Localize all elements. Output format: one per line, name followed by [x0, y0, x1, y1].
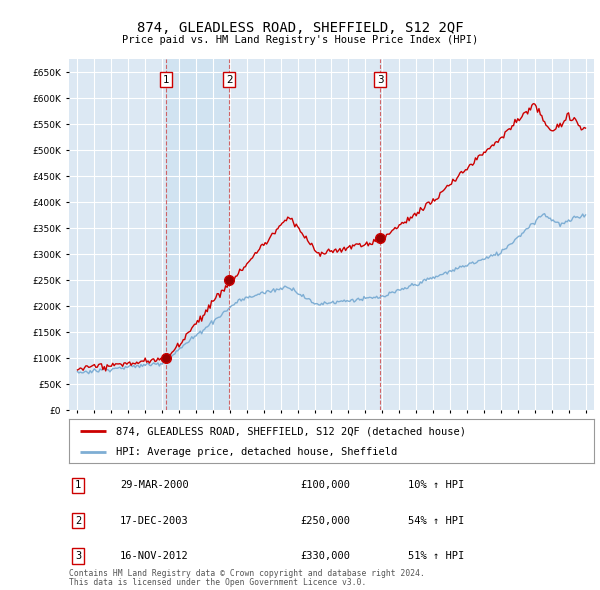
- Text: 1: 1: [75, 480, 81, 490]
- Text: 54% ↑ HPI: 54% ↑ HPI: [408, 516, 464, 526]
- Text: This data is licensed under the Open Government Licence v3.0.: This data is licensed under the Open Gov…: [69, 578, 367, 587]
- Text: Contains HM Land Registry data © Crown copyright and database right 2024.: Contains HM Land Registry data © Crown c…: [69, 569, 425, 578]
- Text: 3: 3: [377, 75, 383, 85]
- Text: Price paid vs. HM Land Registry's House Price Index (HPI): Price paid vs. HM Land Registry's House …: [122, 35, 478, 45]
- Text: £250,000: £250,000: [300, 516, 350, 526]
- Text: 3: 3: [75, 551, 81, 561]
- Text: 874, GLEADLESS ROAD, SHEFFIELD, S12 2QF (detached house): 874, GLEADLESS ROAD, SHEFFIELD, S12 2QF …: [116, 427, 466, 436]
- Text: 16-NOV-2012: 16-NOV-2012: [120, 551, 189, 561]
- Bar: [166, 59, 229, 410]
- Text: £100,000: £100,000: [300, 480, 350, 490]
- Text: 2: 2: [75, 516, 81, 526]
- Text: 2: 2: [226, 75, 233, 85]
- Text: 874, GLEADLESS ROAD, SHEFFIELD, S12 2QF: 874, GLEADLESS ROAD, SHEFFIELD, S12 2QF: [137, 21, 463, 35]
- Text: 51% ↑ HPI: 51% ↑ HPI: [408, 551, 464, 561]
- Text: 10% ↑ HPI: 10% ↑ HPI: [408, 480, 464, 490]
- Text: HPI: Average price, detached house, Sheffield: HPI: Average price, detached house, Shef…: [116, 447, 398, 457]
- Text: 17-DEC-2003: 17-DEC-2003: [120, 516, 189, 526]
- Text: £330,000: £330,000: [300, 551, 350, 561]
- Text: 29-MAR-2000: 29-MAR-2000: [120, 480, 189, 490]
- Text: 1: 1: [163, 75, 170, 85]
